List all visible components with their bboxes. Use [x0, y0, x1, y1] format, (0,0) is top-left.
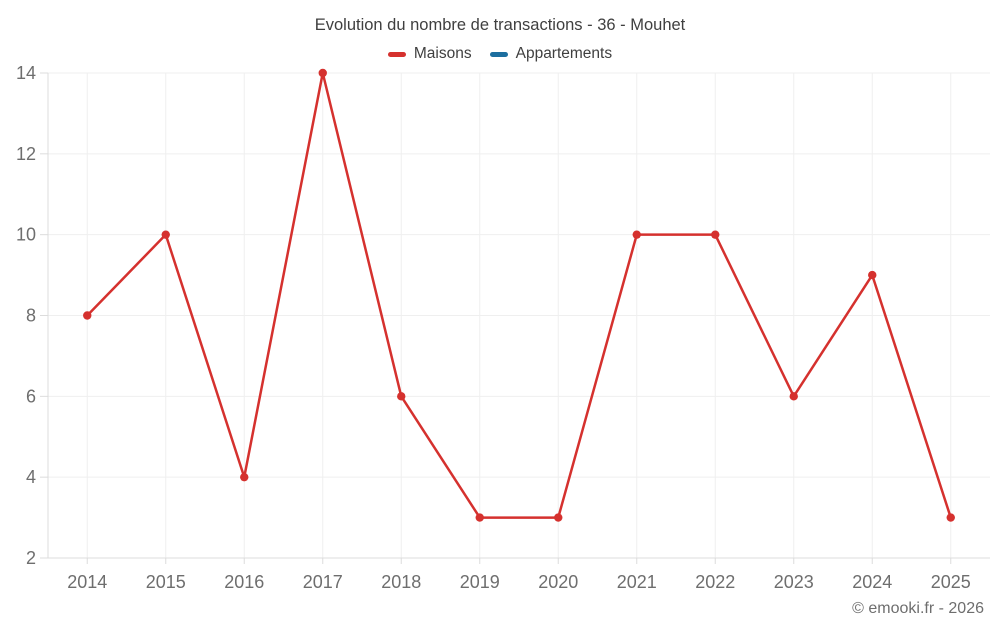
legend-item-maisons[interactable]: Maisons [387, 45, 472, 63]
data-point-maisons-2016[interactable] [240, 472, 249, 482]
legend-label-appartements: Appartements [515, 45, 613, 62]
data-point-maisons-2023[interactable] [789, 392, 798, 401]
data-point-maisons-2024[interactable] [868, 270, 877, 280]
x-tick-label: 2024 [852, 572, 892, 592]
series-line-maisons [86, 71, 952, 519]
y-tick-label: 6 [26, 386, 36, 406]
x-tick-label: 2018 [381, 572, 421, 592]
x-tick-label: 2020 [538, 572, 578, 592]
data-point-maisons-2021[interactable] [632, 230, 641, 239]
y-tick-label: 10 [16, 225, 36, 245]
legend-label-maisons: Maisons [413, 45, 472, 62]
data-point-maisons-2019[interactable] [475, 513, 484, 522]
data-point-maisons-2015[interactable] [161, 230, 170, 239]
data-point-maisons-2022[interactable] [711, 230, 720, 239]
appartements-swatch-icon [489, 51, 508, 57]
maisons-swatch-icon [387, 51, 406, 57]
x-tick-label: 2015 [146, 572, 186, 592]
y-tick-label: 8 [26, 306, 36, 326]
copyright: © emooki.fr - 2026 [852, 600, 984, 617]
x-tick-label: 2014 [67, 572, 107, 592]
y-tick-label: 4 [26, 467, 36, 487]
data-point-maisons-2018[interactable] [397, 392, 406, 401]
data-point-maisons-2025[interactable] [946, 513, 955, 522]
y-tick-label: 2 [26, 548, 36, 568]
x-tick-label: 2017 [303, 572, 343, 592]
data-point-maisons-2014[interactable] [83, 311, 92, 320]
x-tick-label: 2021 [617, 572, 657, 592]
chart-title: Evolution du nombre de transactions - 36… [314, 16, 686, 34]
x-tick-label: 2022 [695, 572, 735, 592]
y-tick-label: 12 [16, 144, 36, 164]
x-tick-label: 2019 [460, 572, 500, 592]
legend: Maisons Appartements [0, 45, 1000, 63]
legend-item-appartements[interactable]: Appartements [489, 45, 613, 63]
x-tick-label: 2023 [774, 572, 814, 592]
data-point-maisons-2020[interactable] [554, 513, 563, 522]
data-point-maisons-2017[interactable] [318, 68, 327, 78]
x-tick-label: 2016 [224, 572, 264, 592]
y-tick-label: 14 [16, 63, 36, 83]
x-tick-label: 2025 [931, 572, 971, 592]
